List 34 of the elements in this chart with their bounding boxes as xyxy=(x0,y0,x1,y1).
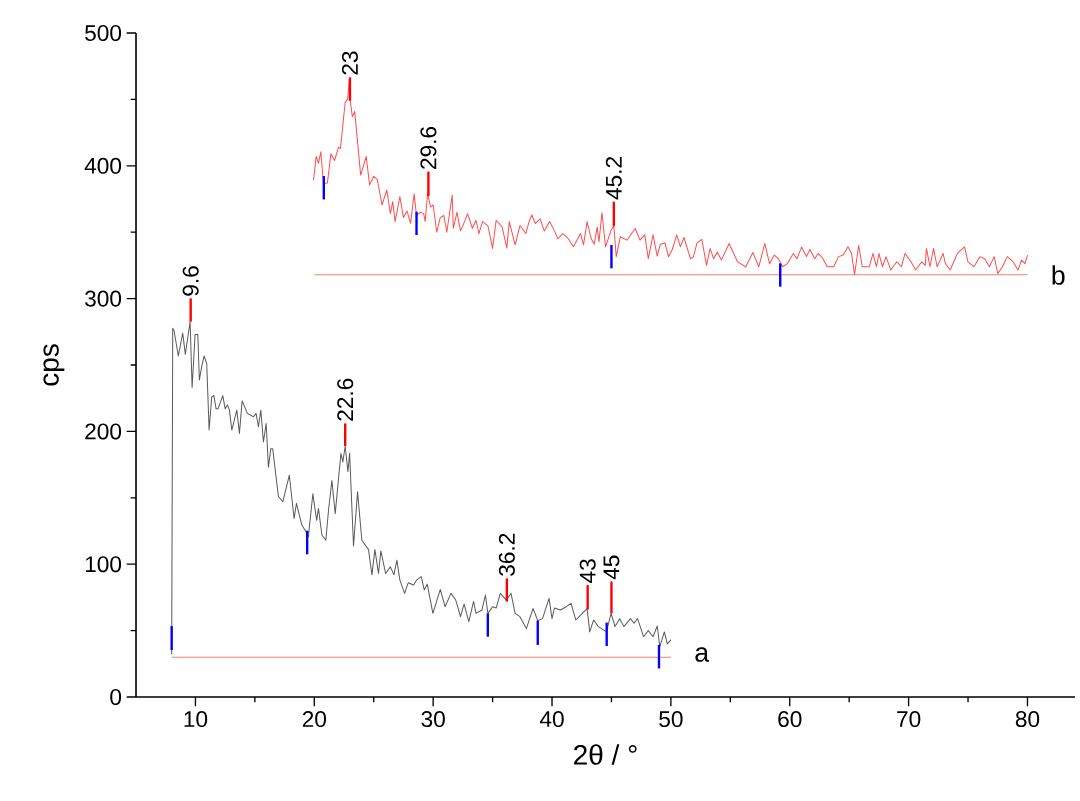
bar xyxy=(170,626,173,650)
x-tick-label: 80 xyxy=(1015,711,1040,728)
annotation: 22.6 xyxy=(337,378,354,421)
bar xyxy=(427,171,430,196)
y-tick-label: 400 xyxy=(84,157,122,174)
annotation: 29.6 xyxy=(420,126,437,169)
y-tick-label: 200 xyxy=(85,423,122,440)
y-tick-label: 0 xyxy=(110,688,122,706)
x-tick-label: 10 xyxy=(184,711,208,728)
y-tick-label: 100 xyxy=(85,556,122,573)
line-series xyxy=(171,321,672,655)
bar xyxy=(610,244,613,269)
annotation: 45.2 xyxy=(605,157,622,200)
y-tick-label: 500 xyxy=(85,24,122,42)
bar xyxy=(189,298,192,322)
x-tick-label: 40 xyxy=(539,711,564,728)
x-axis-title: 2θ / ° xyxy=(574,744,637,765)
y-tick-label: 300 xyxy=(85,290,122,307)
annotation: 23 xyxy=(341,51,358,75)
bar xyxy=(610,581,613,614)
series-label: b xyxy=(1052,265,1065,285)
x-tick-label: 70 xyxy=(897,711,921,728)
bar xyxy=(586,585,589,610)
x-tick-label: 30 xyxy=(421,711,445,728)
x-tick-label: 60 xyxy=(778,711,802,728)
annotation: 36.2 xyxy=(498,533,515,576)
series-label: a xyxy=(695,647,710,662)
y-axis-title: cps xyxy=(43,344,65,386)
annotation: 45 xyxy=(603,555,620,580)
x-tick-label: 20 xyxy=(302,711,327,728)
annotation: 9.6 xyxy=(182,266,199,296)
annotation: 43 xyxy=(579,559,596,583)
bar xyxy=(415,211,418,235)
x-tick-label: 50 xyxy=(659,711,683,728)
